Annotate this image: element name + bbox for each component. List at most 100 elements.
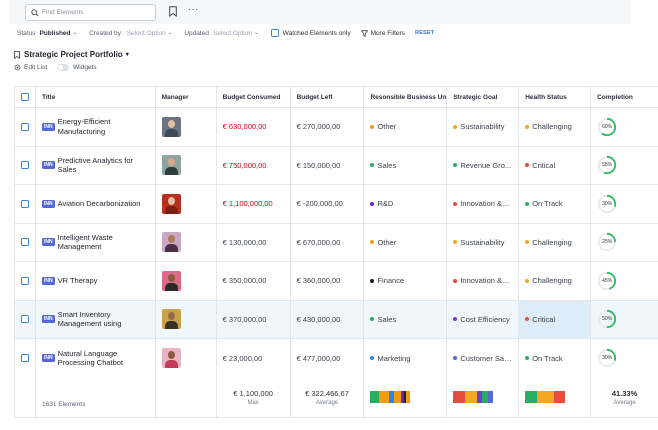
strategic-goal-cell[interactable]: Sustainability (447, 108, 520, 146)
business-unit-cell[interactable]: Sales (364, 300, 448, 338)
strategic-goal-cell[interactable]: Innovation &... (447, 262, 520, 300)
avatar[interactable] (161, 193, 181, 214)
title-cell[interactable]: INN Smart Inventory Management using (36, 300, 156, 338)
title-cell[interactable]: INN VR Therapy (36, 262, 156, 300)
avatar[interactable] (161, 116, 181, 137)
avatar[interactable] (161, 232, 181, 253)
table-row[interactable]: INN Energy-Efficient Manufacturing € 630,0… (15, 108, 658, 147)
status-filter-value[interactable]: Published (39, 29, 71, 37)
watched-only-label[interactable]: Watched Elements only (282, 29, 351, 37)
business-unit-cell[interactable]: R&D (364, 185, 448, 223)
chevron-down-icon[interactable]: ⌄ (72, 30, 78, 36)
row-checkbox[interactable] (20, 199, 29, 208)
row-checkbox[interactable] (20, 354, 29, 363)
more-filters-button[interactable]: More Filters (370, 29, 405, 37)
avatar[interactable] (161, 155, 181, 176)
budget-consumed-cell: € 630,000,00 (217, 108, 291, 146)
created-by-filter-value[interactable]: Select Option (126, 29, 166, 37)
row-checkbox[interactable] (20, 276, 29, 285)
avatar[interactable] (161, 348, 181, 369)
table-row[interactable]: INN Smart Inventory Management using € 370… (15, 300, 658, 339)
footer-left-value: € 322,466.67 (305, 388, 349, 398)
project-title[interactable]: Smart Inventory Management using (57, 309, 122, 329)
project-title[interactable]: Aviation Decarbonization (57, 199, 141, 209)
reset-filters-button[interactable]: RESET (414, 30, 435, 36)
budget-consumed-value: € 130,000,00 (222, 237, 267, 247)
completion-cell: 25% (591, 224, 658, 262)
completion-ring: 50% (597, 309, 617, 329)
strategic-goal-cell[interactable]: Customer Sati... (447, 339, 520, 378)
strategic-goal-cell[interactable]: Sustainability (447, 223, 520, 261)
avatar[interactable] (161, 309, 181, 330)
bookmark-icon[interactable] (169, 6, 177, 17)
column-header-manager[interactable]: Manager (156, 87, 217, 107)
view-title[interactable]: Strategic Project Portfolio ▾ (14, 50, 129, 59)
chevron-down-icon[interactable]: ▾ (125, 52, 129, 58)
chevron-down-icon[interactable]: ⌄ (253, 30, 259, 36)
column-header-budget-left[interactable]: Budget Left (291, 87, 365, 107)
strategic-goal-cell[interactable]: Innovation &... (447, 185, 520, 223)
column-header-title[interactable]: Title (36, 87, 156, 107)
title-cell[interactable]: INN Aviation Decarbonization (36, 185, 156, 223)
row-checkbox[interactable] (20, 161, 29, 170)
column-header-business-unit[interactable]: Resonsible Business Unit (364, 87, 448, 107)
select-all-checkbox[interactable] (20, 93, 29, 101)
column-header-completion[interactable]: Completion (597, 93, 633, 101)
avatar[interactable] (161, 270, 181, 291)
health-status-cell[interactable]: Challenging (519, 223, 592, 261)
title-cell[interactable]: INN Energy-Efficient Manufacturing (36, 108, 156, 146)
table-row[interactable]: INN Predictive Analytics for Sales € 750,0… (15, 146, 658, 185)
health-distribution-segment (525, 391, 538, 403)
business-unit-cell[interactable]: Marketing (364, 339, 448, 378)
goal-distribution-segment (465, 391, 477, 403)
business-unit-label: R&D (377, 199, 394, 209)
title-cell[interactable]: INN Intelligent Waste Management (36, 223, 156, 261)
strategic-goal-label: Sustainability (460, 237, 505, 247)
table-row[interactable]: INN VR Therapy € 350,000,00 € 360,000,00 Fin… (15, 262, 658, 301)
column-header-health-status[interactable]: Health Status (519, 87, 592, 107)
watched-only-checkbox[interactable] (270, 29, 279, 37)
business-unit-cell[interactable]: Other (364, 223, 448, 261)
business-unit-cell[interactable]: Finance (364, 262, 448, 300)
project-title[interactable]: Natural Language Processing Chatbot (57, 348, 124, 368)
strategic-goal-cell[interactable]: Cost Efficiency (447, 300, 520, 338)
project-title[interactable]: Energy-Efficient Manufacturing (57, 117, 111, 136)
updated-filter-value[interactable]: Select Option (212, 29, 252, 37)
column-header-strategic-goal[interactable]: Strategic Goal (447, 87, 520, 107)
health-status-label: Critical (532, 160, 556, 170)
more-options-button[interactable]: ··· (188, 4, 199, 14)
column-header-budget-consumed[interactable]: Budget Consumed (217, 87, 291, 107)
row-select-cell (15, 108, 36, 146)
completion-label: 60% (602, 123, 613, 130)
strategic-goal-cell[interactable]: Revenue Gro... (447, 146, 520, 184)
health-status-cell[interactable]: On Track (519, 185, 592, 223)
business-unit-label: Finance (377, 276, 405, 286)
business-unit-cell[interactable]: Other (364, 108, 448, 146)
title-cell[interactable]: INN Predictive Analytics for Sales (36, 146, 156, 184)
health-status-cell[interactable]: Challenging (519, 108, 592, 146)
project-title[interactable]: Predictive Analytics for Sales (57, 155, 134, 175)
filter-icon[interactable] (360, 29, 368, 37)
edit-list-button[interactable]: Edit List (24, 64, 48, 71)
search-input[interactable] (42, 9, 152, 16)
row-checkbox[interactable] (20, 238, 29, 247)
gear-icon[interactable] (14, 64, 21, 71)
table-row[interactable]: INN Aviation Decarbonization € 1,100,000,0… (15, 185, 658, 224)
title-cell[interactable]: INN Natural Language Processing Chatbot (36, 339, 156, 378)
project-title[interactable]: VR Therapy (57, 276, 98, 286)
row-checkbox[interactable] (20, 315, 29, 324)
business-unit-cell[interactable]: Sales (364, 146, 448, 184)
widgets-toggle[interactable] (57, 64, 70, 71)
footer-health-distribution (519, 377, 592, 417)
health-status-cell[interactable]: Challenging (519, 262, 592, 300)
project-title[interactable]: Intelligent Waste Management (57, 232, 113, 252)
health-status-cell[interactable]: Critical (519, 146, 592, 184)
table-row[interactable]: INN Intelligent Waste Management € 130,000… (15, 223, 658, 262)
health-distribution-segment (554, 391, 566, 403)
health-status-cell[interactable]: On Track (519, 339, 592, 378)
row-checkbox[interactable] (20, 122, 29, 131)
chevron-down-icon[interactable]: ⌄ (167, 30, 173, 36)
search-box[interactable] (25, 4, 156, 21)
table-row[interactable]: INN Natural Language Processing Chatbot € … (15, 339, 658, 378)
health-status-cell[interactable]: Critical (519, 300, 592, 338)
